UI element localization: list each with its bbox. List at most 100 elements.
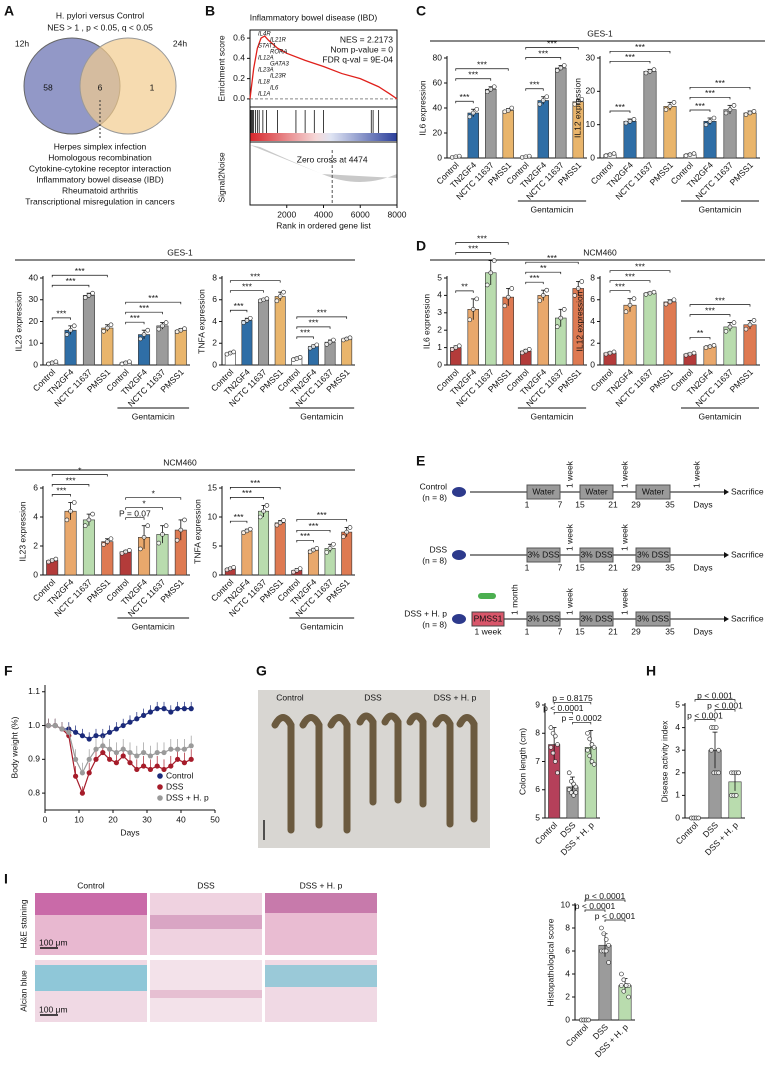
- group-size: (n = 8): [422, 555, 447, 565]
- data-point: [619, 983, 624, 988]
- data-point: [696, 815, 701, 821]
- data-point: [623, 983, 629, 988]
- data-point: [488, 86, 494, 92]
- day-label: 29: [631, 626, 641, 636]
- stage-label: Water: [642, 486, 665, 496]
- significance-bracket: [689, 304, 751, 307]
- significance-bracket: [689, 96, 731, 100]
- significance-bracket: [553, 702, 592, 705]
- data-point: [691, 151, 697, 156]
- significance-bracket: [609, 290, 631, 293]
- significance-label: ***: [56, 485, 67, 495]
- significance-bracket: [689, 314, 731, 317]
- significance-label: ***: [635, 261, 646, 271]
- significance-bracket: [229, 280, 281, 283]
- bar: [485, 88, 497, 159]
- data-point: [723, 110, 729, 116]
- significance-label: ***: [250, 478, 261, 488]
- pre-box: [471, 611, 505, 627]
- mouse-icon: [452, 550, 466, 560]
- significance-bracket: [51, 484, 90, 487]
- legend-label: Control: [166, 770, 194, 780]
- significance-bracket: [125, 497, 182, 500]
- data-point: [93, 733, 99, 739]
- data-point: [548, 745, 554, 750]
- panel-letter: H: [646, 663, 656, 679]
- data-point: [277, 520, 283, 526]
- data-point: [474, 106, 480, 112]
- significance-bracket: [584, 909, 606, 912]
- data-point: [663, 301, 669, 307]
- venn-label: 24h: [173, 38, 187, 48]
- day-label: 7: [558, 499, 563, 509]
- data-point: [141, 712, 147, 719]
- data-point: [611, 349, 617, 355]
- data-point: [244, 318, 250, 323]
- data-point: [175, 746, 181, 752]
- data-point: [727, 324, 733, 330]
- data-point: [168, 709, 174, 715]
- gene-label: IL21R: [270, 38, 287, 44]
- photo-label: Control: [276, 692, 304, 702]
- data-point: [86, 756, 92, 762]
- significance-label: ***: [56, 309, 67, 319]
- significance-label: ***: [547, 253, 558, 263]
- data-point: [555, 742, 560, 747]
- bar: [623, 304, 637, 366]
- data-point: [182, 326, 187, 331]
- bar: [537, 100, 549, 159]
- stage-box: [526, 484, 561, 500]
- significance-bracket: [296, 539, 314, 543]
- x-tick-label: 0: [43, 814, 48, 824]
- significance-label: ***: [308, 521, 319, 531]
- gap-label: 1 week: [691, 460, 701, 488]
- data-point: [45, 722, 52, 729]
- data-point: [537, 298, 543, 303]
- x-tick-label: Control: [674, 820, 701, 847]
- y-tick-label: 0.6: [233, 32, 245, 42]
- significance-bracket: [229, 487, 281, 490]
- gene-label: IL23R: [270, 74, 287, 80]
- data-point: [647, 69, 653, 74]
- y-tick-label: 40: [433, 102, 443, 112]
- significance-label: *: [152, 488, 156, 498]
- significance-label: P = 0.07: [119, 508, 151, 518]
- y-tick-label: 2: [437, 324, 442, 334]
- data-point: [231, 349, 236, 355]
- day-label: 21: [608, 562, 618, 572]
- data-point: [247, 315, 253, 321]
- timeline-arrow: [724, 489, 729, 495]
- data-point: [751, 318, 757, 323]
- data-point: [599, 925, 604, 931]
- data-point: [540, 98, 546, 103]
- y-tick-label: 9: [535, 699, 540, 709]
- significance-bracket: [125, 517, 145, 520]
- y-tick-label: 6: [535, 784, 540, 794]
- data-point: [591, 762, 597, 767]
- y-tick-label: 2: [212, 338, 217, 348]
- data-point: [558, 65, 564, 71]
- zero-cross-label: Zero cross at 4474: [297, 154, 368, 164]
- y-tick-label: 30: [586, 52, 596, 62]
- data-point: [274, 522, 280, 528]
- significance-bracket: [525, 88, 544, 91]
- data-point: [154, 749, 160, 756]
- series-line: [48, 724, 192, 795]
- significance-label: ***: [615, 102, 626, 112]
- pathway: Homologous recombination: [48, 152, 152, 162]
- y-tick-label: 4: [437, 290, 442, 300]
- x-tick-label: 50: [210, 814, 220, 824]
- significance-label: ***: [66, 276, 77, 286]
- stage-label: 3% DSS: [580, 613, 612, 623]
- row-title: GES-1: [167, 247, 193, 257]
- data-point: [79, 733, 85, 739]
- y-axis-label: IL6 expression: [421, 294, 431, 350]
- significance-bracket: [525, 47, 579, 50]
- gap-label: 1 week: [619, 523, 629, 551]
- data-point: [324, 342, 330, 347]
- y-tick-label: 8: [565, 922, 570, 932]
- bar: [156, 325, 169, 366]
- x-tick-label: 10: [74, 814, 84, 824]
- data-point: [163, 320, 169, 325]
